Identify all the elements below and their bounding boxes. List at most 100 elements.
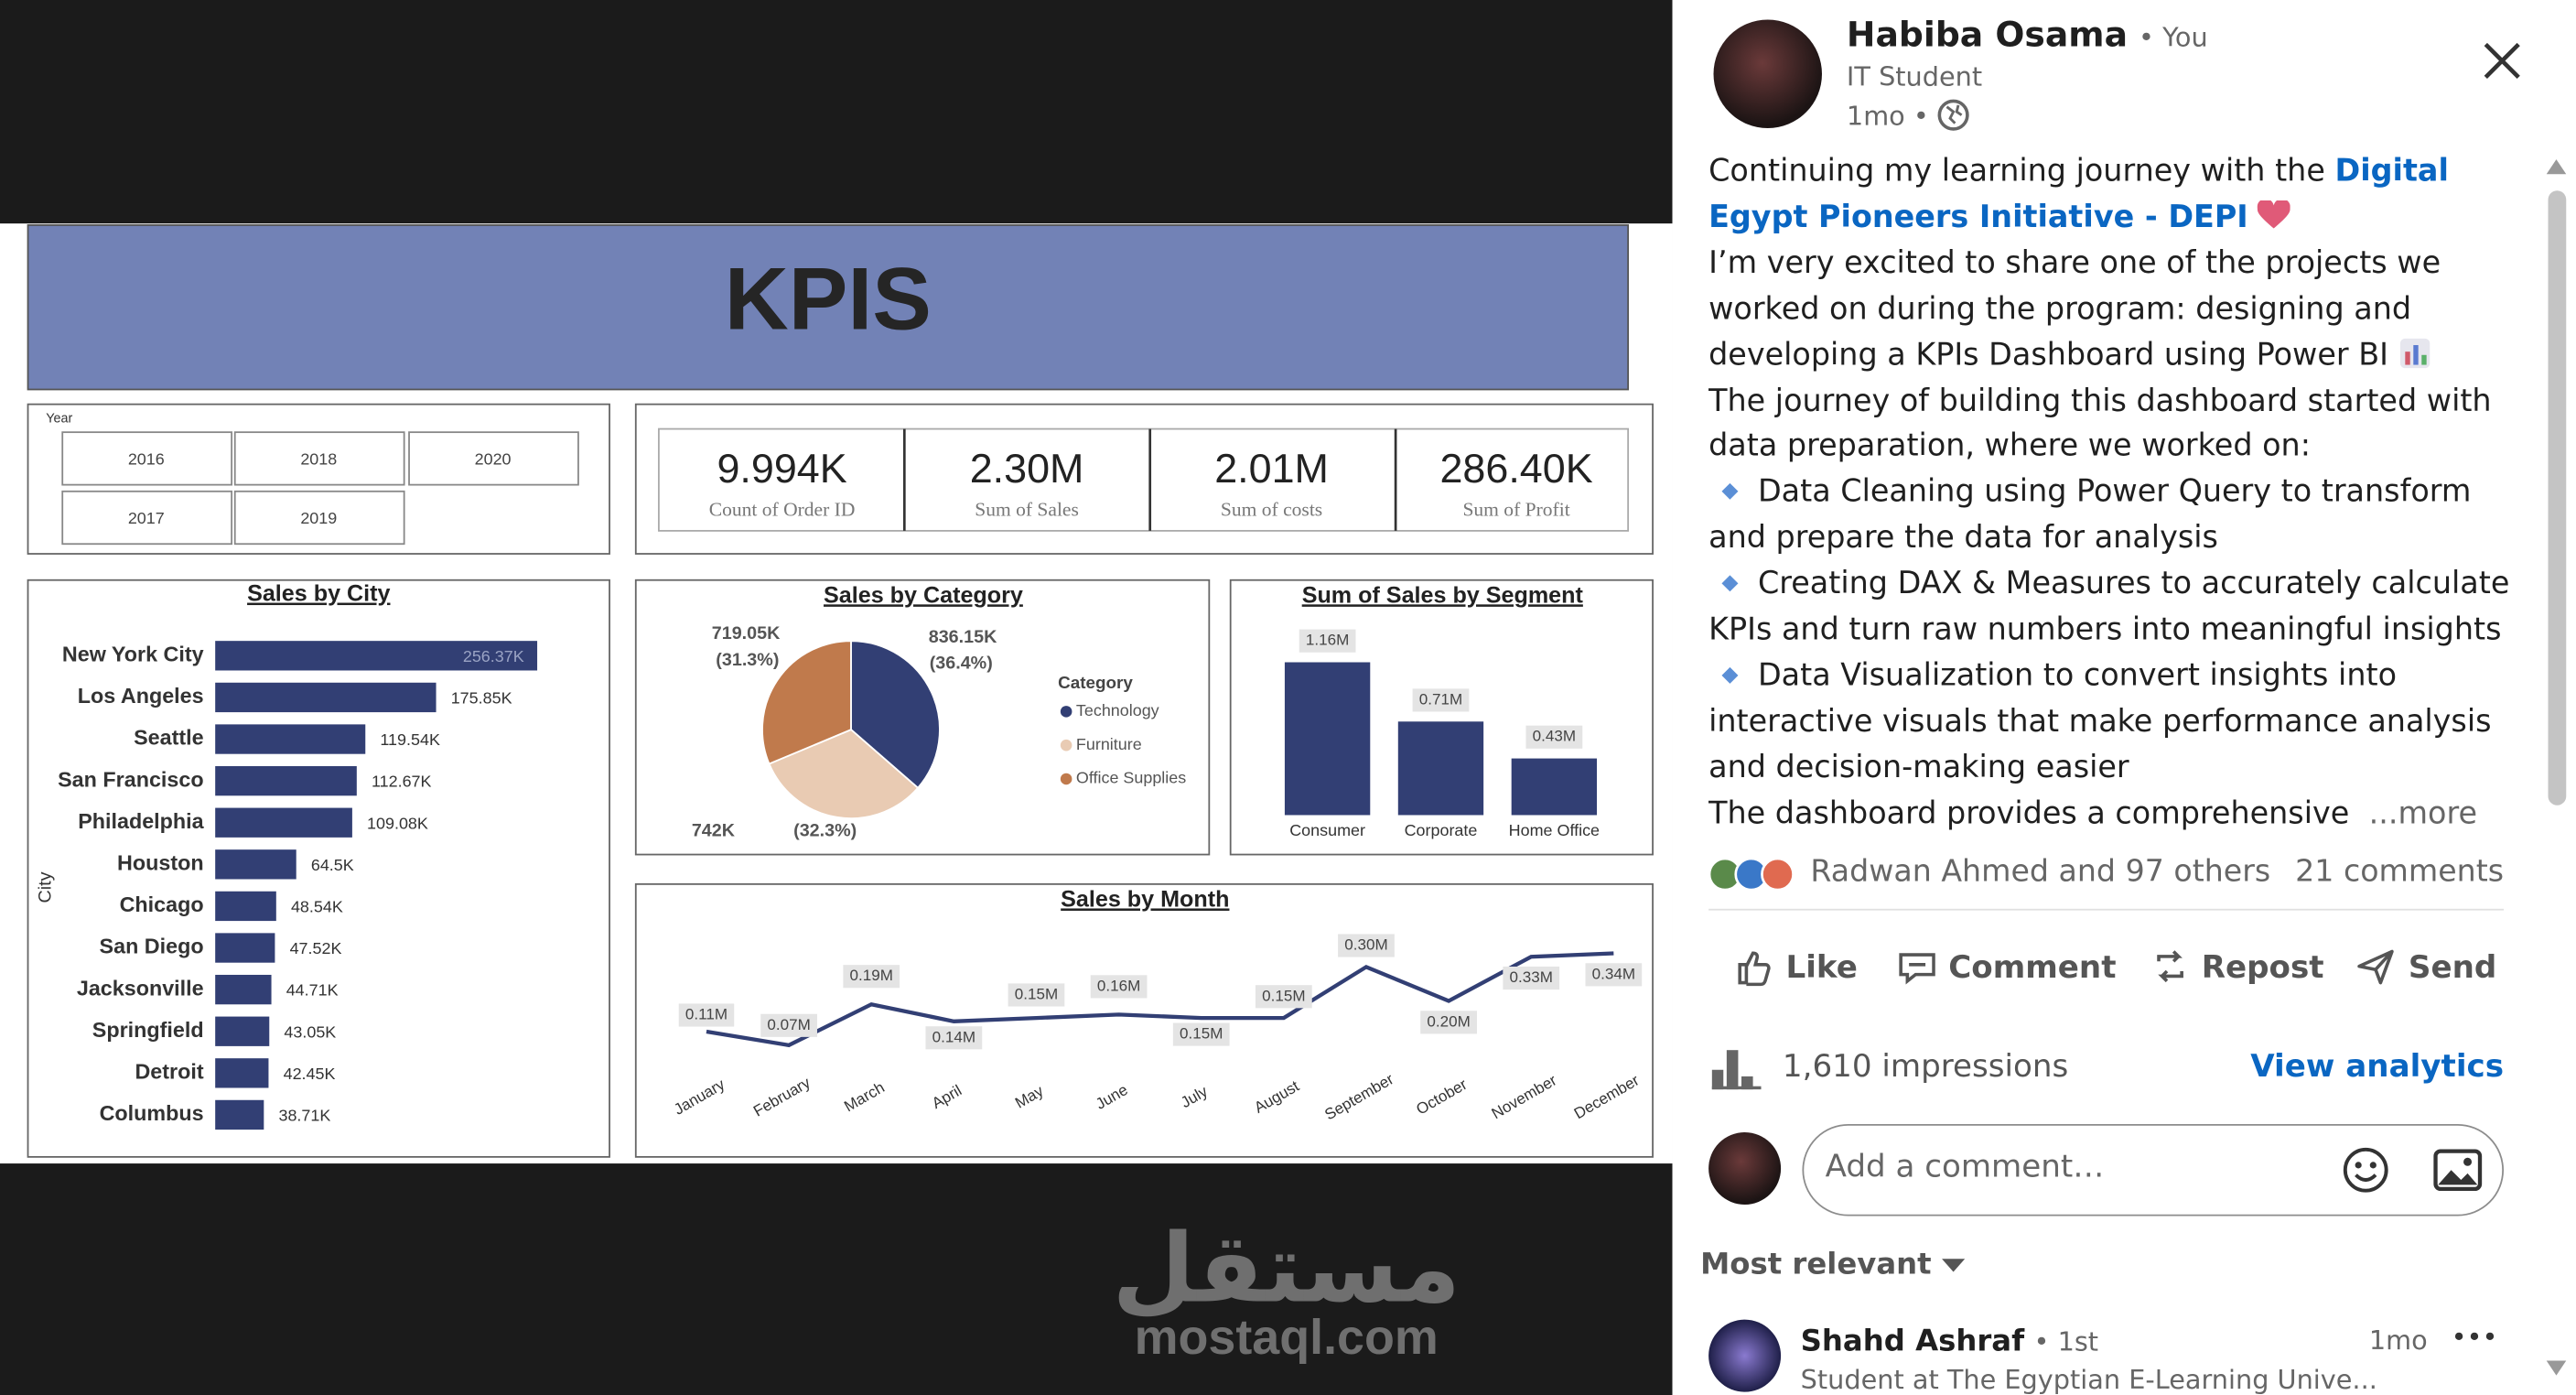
slicer-button[interactable] bbox=[61, 431, 233, 486]
slicer-label: Year bbox=[46, 412, 72, 427]
commenter-name[interactable]: Shahd Ashraf bbox=[1800, 1325, 2025, 1359]
image-button[interactable] bbox=[2433, 1149, 2483, 1192]
comment-time: 1mo bbox=[2368, 1325, 2428, 1357]
percent-label: (32.3%) bbox=[793, 821, 857, 841]
category-label: Chicago bbox=[120, 892, 204, 916]
legend-swatch bbox=[1060, 739, 1072, 752]
chart-title: Sum of Sales by Segment bbox=[1302, 582, 1584, 608]
bar bbox=[215, 682, 437, 713]
commenter-avatar[interactable] bbox=[1708, 1319, 1782, 1392]
bar bbox=[215, 724, 366, 754]
bar bbox=[215, 1016, 270, 1046]
bar bbox=[215, 891, 276, 922]
reaction-icons bbox=[1708, 856, 1801, 899]
action-button[interactable]: Send bbox=[2355, 946, 2496, 989]
view-analytics[interactable]: View analytics bbox=[2250, 1048, 2505, 1085]
comment-menu[interactable]: ••• bbox=[2451, 1321, 2498, 1353]
bar bbox=[1397, 721, 1484, 816]
category-label: San Francisco bbox=[58, 767, 203, 791]
slicer-button[interactable] bbox=[408, 431, 579, 486]
post-image: KPIS Year 2016 2018 2020 2017 2019 9.994K Cou… bbox=[0, 0, 1673, 1395]
action-button[interactable]: Repost bbox=[2149, 946, 2324, 989]
percent-label: (36.4%) bbox=[930, 654, 993, 674]
data-label-box bbox=[925, 1026, 983, 1050]
data-label: 0.07M bbox=[767, 1016, 810, 1033]
data-label: 0.15M bbox=[1015, 985, 1058, 1002]
data-label-box bbox=[1090, 975, 1148, 999]
bar bbox=[215, 974, 272, 1005]
author-headline: IT Student bbox=[1846, 60, 1983, 92]
see-more[interactable]: ...more bbox=[2368, 796, 2478, 831]
author-avatar[interactable] bbox=[1713, 19, 1822, 129]
data-label: 44.71K bbox=[286, 981, 339, 1000]
scrollbar[interactable] bbox=[2543, 157, 2570, 1380]
slicer-button[interactable] bbox=[61, 490, 233, 546]
action-label: Send bbox=[2408, 949, 2497, 987]
data-label: 112.67K bbox=[372, 773, 432, 791]
category-label: Home Office bbox=[1509, 821, 1600, 839]
link[interactable]: Digital Egypt Pioneers Initiative - DEPI bbox=[1708, 154, 2449, 235]
category-label: Seattle bbox=[134, 726, 204, 750]
paragraph: The journey of building this dashboard s… bbox=[1708, 384, 2492, 465]
action-icon bbox=[2157, 950, 2183, 983]
data-label-box bbox=[843, 965, 900, 989]
data-label-box bbox=[678, 1003, 735, 1027]
bullet: Data Cleaning using Power Query to trans… bbox=[1708, 470, 2514, 562]
line bbox=[706, 951, 1614, 1048]
title-banner bbox=[27, 224, 1630, 391]
data-label: 175.85K bbox=[451, 688, 512, 707]
comments-count[interactable]: 21 comments bbox=[2295, 854, 2505, 890]
sort-menu[interactable]: Most relevant bbox=[1700, 1248, 1966, 1281]
category-label: Jacksonville bbox=[77, 976, 204, 1000]
emoji-button[interactable] bbox=[2341, 1145, 2390, 1195]
card-label: Sum of Profit bbox=[1462, 498, 1569, 520]
data-label: 0.34M bbox=[1592, 965, 1635, 982]
text: I’m very excited to share one of the pro… bbox=[1708, 245, 2441, 373]
close-button[interactable] bbox=[2481, 39, 2524, 82]
slicer-option: 2020 bbox=[475, 449, 512, 468]
data-label: 42.45K bbox=[284, 1065, 336, 1083]
action-label: Repost bbox=[2201, 949, 2324, 987]
card-value: 2.01M bbox=[1214, 445, 1329, 492]
bullet-text: Data Cleaning using Power Query to trans… bbox=[1708, 475, 2472, 557]
category-label: Corporate bbox=[1405, 821, 1478, 839]
text: The dashboard provides a comprehensive bbox=[1708, 796, 2350, 831]
comment-input[interactable] bbox=[1802, 1123, 2505, 1217]
viewer-avatar bbox=[1708, 1131, 1782, 1205]
divider bbox=[1708, 908, 2505, 911]
data-label: 0.11M bbox=[685, 1006, 728, 1023]
slicer-option: 2017 bbox=[128, 509, 165, 527]
legend-swatch bbox=[1060, 773, 1072, 785]
slicer-options: 2016 2018 2020 2017 2019 bbox=[61, 431, 579, 546]
caret bbox=[1941, 1259, 1966, 1272]
paragraph: Continuing my learning journey with the … bbox=[1708, 149, 2514, 241]
action-label: Like bbox=[1785, 949, 1858, 987]
watermark-arabic: مستقل bbox=[1112, 1212, 1460, 1324]
action-button[interactable]: Like bbox=[1733, 946, 1858, 989]
commenter-headline: Student at The Egyptian E-Learning Unive… bbox=[1800, 1364, 2377, 1395]
reaction-icons-svg bbox=[1708, 857, 1795, 892]
data-label-box bbox=[1412, 688, 1470, 712]
data-label-box bbox=[1008, 983, 1065, 1007]
slicer-button[interactable] bbox=[233, 431, 405, 486]
category-label: Houston bbox=[117, 850, 204, 874]
slicer-button[interactable] bbox=[233, 490, 405, 546]
impressions-icon bbox=[1711, 1050, 1762, 1090]
commenter-degree: • 1st bbox=[2033, 1325, 2099, 1357]
card-label: Sum of Sales bbox=[975, 498, 1079, 520]
slicer-option: 2016 bbox=[128, 449, 165, 468]
category-label: New York City bbox=[62, 642, 204, 665]
reactions[interactable]: Radwan Ahmed and 97 others bbox=[1810, 854, 2271, 890]
data-label: 109.08K bbox=[367, 814, 428, 832]
text: Continuing my learning journey with the bbox=[1708, 154, 2335, 189]
bar bbox=[215, 1099, 264, 1130]
bar bbox=[215, 807, 352, 838]
chart-title: Sales by City bbox=[247, 581, 390, 607]
data-label: 0.33M bbox=[1510, 968, 1553, 986]
author-name[interactable]: Habiba Osama bbox=[1846, 15, 2129, 55]
action-button[interactable]: Comment bbox=[1896, 946, 2117, 989]
data-label-box bbox=[1525, 725, 1583, 749]
bullet-text: Creating DAX & Measures to accurately ca… bbox=[1708, 567, 2510, 648]
commenter-line: Shahd Ashraf • 1st bbox=[1801, 1325, 2098, 1359]
